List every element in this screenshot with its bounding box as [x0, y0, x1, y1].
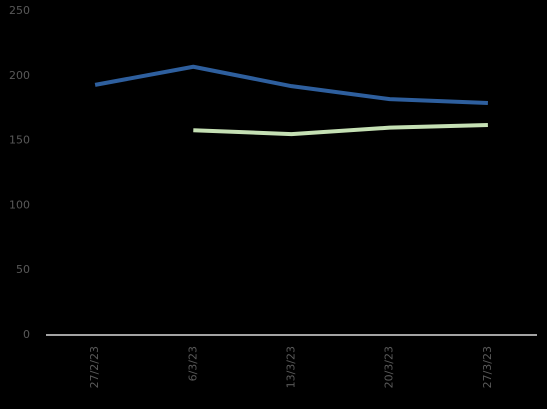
y-tick-label: 150	[9, 134, 30, 147]
x-tick-label: 27/2/23	[88, 346, 101, 388]
x-tick-label: 13/3/23	[285, 346, 298, 388]
x-tick-label: 20/3/23	[383, 346, 396, 388]
series-line	[193, 123, 488, 137]
y-tick-label: 50	[16, 263, 30, 276]
x-tick-label: 6/3/23	[186, 346, 199, 381]
y-tick-label: 100	[9, 198, 30, 211]
y-tick-label: 0	[23, 328, 30, 341]
x-tick-label: 27/3/23	[481, 346, 494, 388]
y-tick-label: 200	[9, 69, 30, 82]
y-tick-label: 250	[9, 4, 30, 17]
series-line	[94, 64, 488, 106]
